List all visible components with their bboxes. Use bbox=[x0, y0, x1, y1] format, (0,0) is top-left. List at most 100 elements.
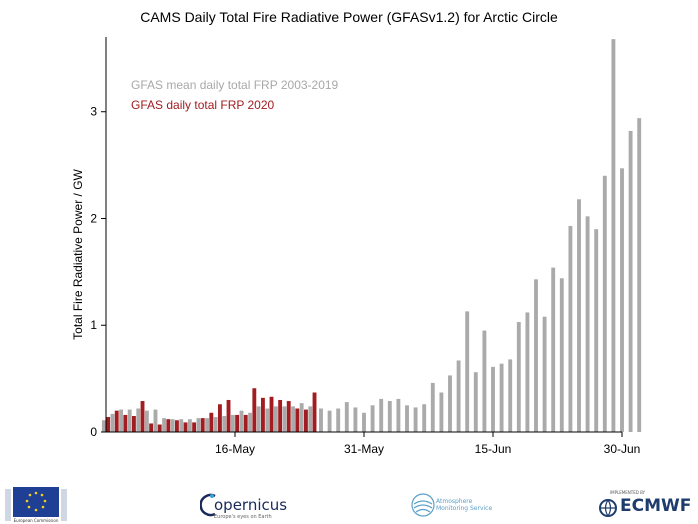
bar-mean-2003-2019 bbox=[413, 407, 418, 432]
bar-2020 bbox=[295, 408, 300, 432]
bar-mean-2003-2019 bbox=[473, 372, 478, 432]
bar-mean-2003-2019 bbox=[525, 312, 530, 432]
bar-mean-2003-2019 bbox=[273, 406, 278, 432]
bar-mean-2003-2019 bbox=[205, 418, 210, 432]
bar-mean-2003-2019 bbox=[144, 410, 149, 432]
eu-flag-icon: European Commission bbox=[5, 487, 67, 523]
bar-mean-2003-2019 bbox=[319, 408, 323, 432]
bar-2020 bbox=[192, 422, 197, 432]
bar-mean-2003-2019 bbox=[568, 225, 573, 432]
copernicus-tagline: Europe's eyes on Earth bbox=[214, 514, 272, 520]
bar-mean-2003-2019 bbox=[239, 410, 244, 432]
bar-mean-2003-2019 bbox=[282, 406, 287, 432]
bar-2020 bbox=[140, 401, 145, 432]
bar-mean-2003-2019 bbox=[196, 418, 201, 432]
eu-text: European Commission bbox=[14, 518, 59, 523]
bar-2020 bbox=[209, 412, 214, 432]
bar-mean-2003-2019 bbox=[534, 279, 538, 432]
copernicus-word: opernicus bbox=[214, 496, 288, 514]
bar-2020 bbox=[200, 418, 205, 432]
bar-2020 bbox=[286, 401, 291, 432]
bar-2020 bbox=[106, 417, 111, 432]
bar-mean-2003-2019 bbox=[256, 406, 261, 432]
copernicus-logo: opernicus Europe's eyes on Earth bbox=[200, 492, 287, 520]
y-axis-label: Total Fire Radiative Power / GW bbox=[71, 168, 85, 339]
bar-mean-2003-2019 bbox=[170, 419, 175, 432]
bar-2020 bbox=[260, 397, 265, 432]
bar-2020 bbox=[114, 410, 119, 432]
bar-mean-2003-2019 bbox=[127, 409, 132, 432]
x-tick-label: 16-May bbox=[215, 442, 255, 456]
bar-mean-2003-2019 bbox=[230, 414, 235, 432]
bar-mean-2003-2019 bbox=[499, 363, 504, 432]
bar-mean-2003-2019 bbox=[611, 39, 616, 433]
bar-mean-2003-2019 bbox=[308, 406, 313, 432]
ecmwf-logo: IMPLEMENTED BY ECMWF bbox=[598, 490, 692, 520]
cams-line2: Monitoring Service bbox=[436, 505, 493, 512]
bar-mean-2003-2019 bbox=[422, 404, 427, 432]
cams-logo: Atmosphere Monitoring Service bbox=[410, 492, 495, 520]
bar-mean-2003-2019 bbox=[370, 405, 375, 432]
bar-mean-2003-2019 bbox=[594, 229, 599, 432]
y-tick-label: 0 bbox=[90, 425, 97, 439]
bar-mean-2003-2019 bbox=[299, 403, 304, 432]
bar-2020 bbox=[278, 399, 283, 432]
bar-mean-2003-2019 bbox=[577, 199, 581, 432]
bar-mean-2003-2019 bbox=[508, 359, 513, 432]
bar-mean-2003-2019 bbox=[516, 322, 521, 432]
bar-mean-2003-2019 bbox=[136, 408, 141, 432]
bar-mean-2003-2019 bbox=[439, 392, 444, 432]
bar-2020 bbox=[252, 388, 257, 432]
bar-mean-2003-2019 bbox=[482, 330, 487, 432]
bar-2020 bbox=[269, 396, 274, 432]
bar-mean-2003-2019 bbox=[179, 419, 184, 432]
ecmwf-word: ECMWF bbox=[620, 496, 692, 516]
bar-mean-2003-2019 bbox=[456, 360, 461, 432]
bar-mean-2003-2019 bbox=[153, 409, 158, 432]
bar-2020 bbox=[243, 414, 248, 432]
fire-radiative-power-chart: 0 1 2 3 16-May 31-May 15-Jun 30-Jun Total Fire R… bbox=[71, 37, 642, 456]
bar-mean-2003-2019 bbox=[551, 267, 556, 432]
bar-mean-2003-2019 bbox=[491, 366, 495, 432]
bar-mean-2003-2019 bbox=[248, 412, 253, 432]
bar-mean-2003-2019 bbox=[119, 409, 124, 432]
legend-entry: GFAS daily total FRP 2020 bbox=[131, 98, 275, 112]
bar-2020 bbox=[312, 392, 317, 432]
ecmwf-implemented-by: IMPLEMENTED BY bbox=[610, 490, 646, 495]
bar-2020 bbox=[149, 423, 154, 432]
bar-2020 bbox=[123, 414, 128, 432]
bar-mean-2003-2019 bbox=[628, 130, 633, 432]
bar-mean-2003-2019 bbox=[110, 413, 115, 432]
bar-mean-2003-2019 bbox=[265, 408, 270, 432]
bar-2020 bbox=[217, 404, 222, 432]
x-tick-label: 15-Jun bbox=[475, 442, 512, 456]
bar-mean-2003-2019 bbox=[465, 311, 470, 432]
ecmwf-globe-icon bbox=[599, 499, 617, 517]
bar-2020 bbox=[166, 419, 171, 432]
bar-2020 bbox=[235, 414, 240, 432]
bar-mean-2003-2019 bbox=[448, 375, 452, 432]
bar-2020 bbox=[157, 424, 162, 432]
bar-2020 bbox=[131, 415, 136, 432]
bar-mean-2003-2019 bbox=[327, 410, 332, 432]
footer-logos: European Commission opernicus Europe's e… bbox=[0, 484, 698, 524]
bar-mean-2003-2019 bbox=[542, 316, 547, 432]
bar-mean-2003-2019 bbox=[344, 402, 349, 432]
y-tick-label: 1 bbox=[90, 318, 97, 332]
bar-mean-2003-2019 bbox=[430, 382, 435, 432]
copernicus-c-icon bbox=[200, 493, 216, 517]
bar-mean-2003-2019 bbox=[353, 407, 358, 432]
bar-mean-2003-2019 bbox=[101, 420, 106, 432]
bar-mean-2003-2019 bbox=[291, 406, 296, 432]
bar-mean-2003-2019 bbox=[637, 118, 642, 432]
legend-entry: GFAS mean daily total FRP 2003-2019 bbox=[131, 78, 339, 92]
bar-2020 bbox=[183, 422, 188, 432]
bar-mean-2003-2019 bbox=[559, 278, 564, 432]
bar-mean-2003-2019 bbox=[187, 419, 192, 432]
bar-mean-2003-2019 bbox=[162, 418, 167, 432]
x-tick-label: 31-May bbox=[344, 442, 384, 456]
bar-mean-2003-2019 bbox=[396, 398, 401, 432]
bar-mean-2003-2019 bbox=[585, 216, 590, 432]
y-tick-label: 2 bbox=[90, 211, 97, 225]
bar-mean-2003-2019 bbox=[336, 408, 341, 432]
